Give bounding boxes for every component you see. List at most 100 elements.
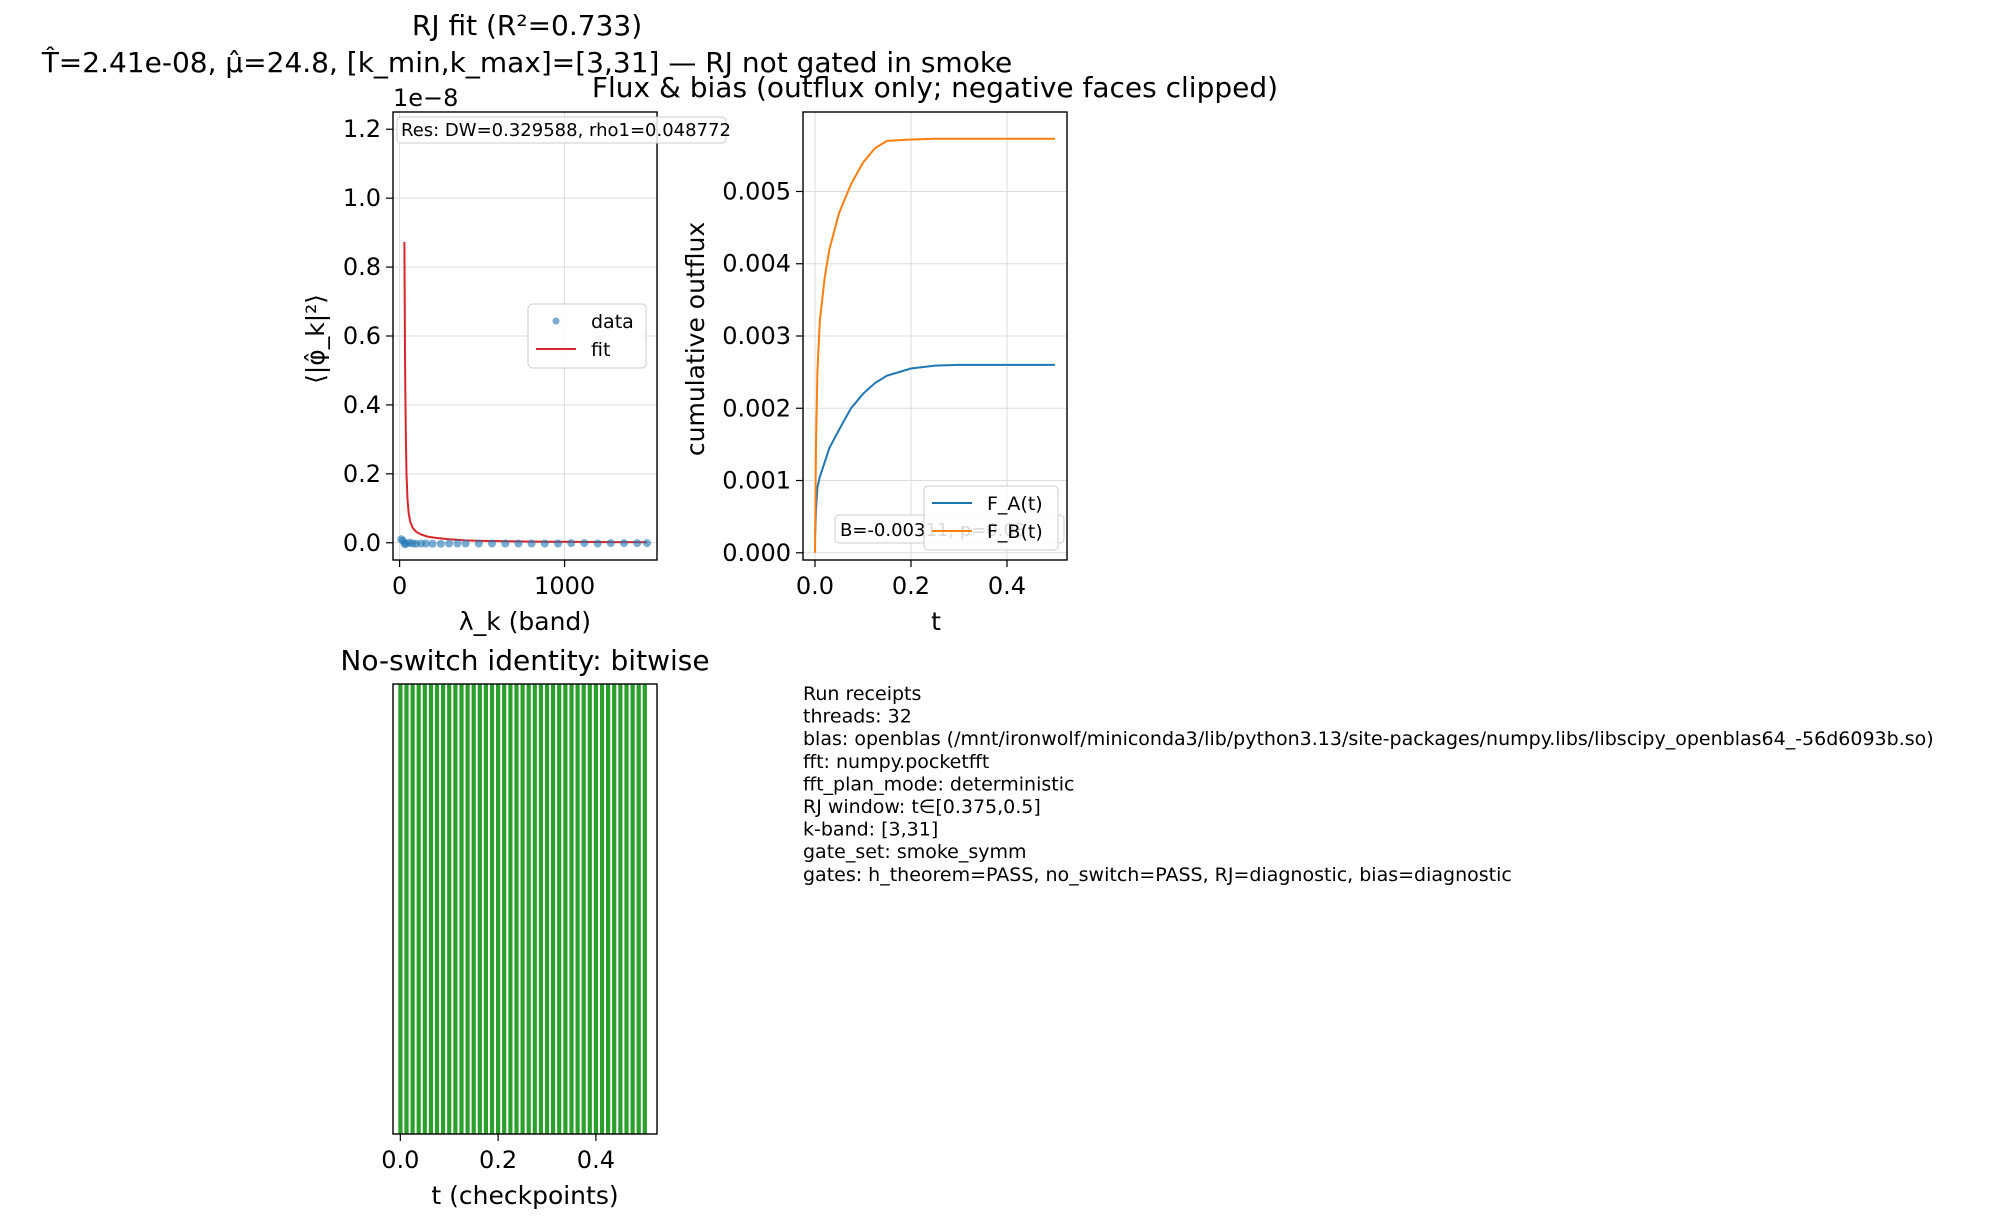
checkpoint-bar bbox=[489, 684, 495, 1134]
fa-line bbox=[814, 363, 1055, 539]
bar-series bbox=[398, 684, 647, 1134]
flux-bias-panel: Flux & bias (outflux only; negative face… bbox=[592, 71, 1278, 636]
y-tick-label: 0.005 bbox=[722, 177, 791, 205]
residual-annotation: Res: DW=0.329588, rho1=0.048772 bbox=[401, 120, 731, 141]
checkpoint-bar bbox=[428, 684, 433, 1134]
checkpoint-bar bbox=[544, 684, 550, 1134]
checkpoint-bar bbox=[538, 684, 543, 1134]
checkpoint-bar bbox=[398, 684, 403, 1134]
flux-series bbox=[814, 137, 1055, 553]
y-tick-label: 0.2 bbox=[343, 460, 381, 488]
x-tick-label: 0.0 bbox=[796, 572, 834, 600]
y-tick-label: 1.2 bbox=[343, 115, 381, 143]
plot-frame bbox=[392, 683, 658, 1135]
data-point bbox=[554, 539, 562, 548]
y-tick-label: 0.4 bbox=[343, 391, 381, 419]
annotation-box: Res: DW=0.329588, rho1=0.048772 bbox=[396, 116, 731, 144]
data-point bbox=[643, 539, 652, 548]
y-tick-label: 0.004 bbox=[722, 250, 791, 278]
y-offset-label: 1e−8 bbox=[393, 84, 458, 112]
fit-series bbox=[403, 241, 648, 544]
data-point bbox=[488, 539, 496, 548]
checkpoint-bar bbox=[422, 684, 427, 1134]
legend-marker-data bbox=[552, 317, 560, 325]
receipt-line: fft_plan_mode: deterministic bbox=[803, 773, 1074, 795]
x-tick-label: 0.2 bbox=[892, 572, 930, 600]
rj-fit-panel: RJ fit (R²=0.733) T̂=2.41e-08, μ̂=24.8, … bbox=[41, 9, 1013, 636]
checkpoint-bar bbox=[587, 684, 592, 1134]
receipt-line: gates: h_theorem=PASS, no_switch=PASS, R… bbox=[803, 864, 1512, 886]
checkpoint-bar bbox=[410, 684, 415, 1134]
data-point bbox=[514, 539, 523, 548]
data-point bbox=[428, 539, 437, 548]
receipt-line: RJ window: t∈[0.375,0.5] bbox=[803, 796, 1041, 818]
receipt-line: k-band: [3,31] bbox=[803, 819, 938, 841]
x-tick-label: 0 bbox=[392, 572, 407, 600]
checkpoint-bar bbox=[642, 684, 647, 1134]
x-tick-label: 0.0 bbox=[381, 1146, 419, 1174]
data-point bbox=[436, 539, 445, 548]
checkpoint-bar bbox=[447, 684, 452, 1134]
checkpoint-bar bbox=[483, 684, 488, 1134]
x-tick-label: 0.4 bbox=[577, 1146, 615, 1174]
data-point bbox=[567, 539, 576, 548]
data-point bbox=[461, 539, 470, 548]
flux-bias-title: Flux & bias (outflux only; negative face… bbox=[592, 71, 1278, 104]
legend: data fit bbox=[527, 303, 647, 369]
fit-line bbox=[403, 241, 648, 544]
data-point bbox=[593, 539, 602, 548]
y-tick-label: 0.001 bbox=[722, 467, 791, 495]
y-tick-label: 0.003 bbox=[722, 322, 791, 350]
checkpoint-bar bbox=[404, 684, 409, 1134]
checkpoint-bar bbox=[599, 684, 605, 1134]
legend-label-data: data bbox=[591, 311, 634, 333]
no-switch-panel: No-switch identity: bitwise 0.0 0.2 0.4 t … bbox=[340, 644, 709, 1210]
plot-frame bbox=[802, 111, 1068, 561]
checkpoint-bar bbox=[477, 684, 482, 1134]
y-tick-label: 0.8 bbox=[343, 253, 381, 281]
checkpoint-bar bbox=[551, 684, 556, 1134]
data-point bbox=[474, 539, 483, 548]
data-point bbox=[501, 539, 510, 548]
checkpoint-bar bbox=[575, 684, 580, 1134]
data-point bbox=[580, 539, 589, 548]
rj-fit-title: RJ fit (R²=0.733) bbox=[412, 9, 642, 42]
x-axis-label: λ_k (band) bbox=[459, 607, 591, 636]
checkpoint-bar bbox=[624, 684, 629, 1134]
checkpoint-bar bbox=[496, 684, 501, 1134]
x-tick-label: 1000 bbox=[534, 572, 595, 600]
checkpoint-bar bbox=[434, 684, 440, 1134]
legend: F_A(t) F_B(t) bbox=[923, 485, 1059, 551]
data-point bbox=[445, 539, 454, 548]
plot-frame bbox=[392, 111, 658, 561]
checkpoint-bar bbox=[502, 684, 507, 1134]
data-point bbox=[527, 539, 536, 548]
checkpoint-bar bbox=[532, 684, 537, 1134]
checkpoint-bar bbox=[593, 684, 598, 1134]
checkpoint-bar bbox=[526, 684, 531, 1134]
checkpoint-bar bbox=[612, 684, 617, 1134]
data-point bbox=[422, 539, 430, 548]
y-tick-label: 1.0 bbox=[343, 184, 381, 212]
x-axis-label: t (checkpoints) bbox=[431, 1181, 618, 1210]
y-axis-label: ⟨|φ̂_k|²⟩ bbox=[301, 294, 330, 384]
y-tick-label: 0.000 bbox=[722, 539, 791, 567]
x-tick-label: 0.4 bbox=[988, 572, 1026, 600]
y-axis-label: cumulative outflux bbox=[681, 222, 710, 456]
checkpoint-bar bbox=[416, 684, 421, 1134]
receipt-line: gate_set: smoke_symm bbox=[803, 841, 1027, 863]
checkpoint-bar bbox=[630, 684, 635, 1134]
checkpoint-bar bbox=[563, 684, 568, 1134]
legend-label-fb: F_B(t) bbox=[987, 521, 1043, 543]
axis-ticks: 0.0 0.2 0.4 0.000 0.001 0.002 0.003 0.004 0.005 bbox=[722, 177, 1026, 600]
data-series bbox=[397, 535, 652, 549]
data-point bbox=[606, 539, 615, 548]
checkpoint-bar bbox=[520, 684, 525, 1134]
data-point bbox=[620, 539, 628, 548]
rj-fit-subtitle: T̂=2.41e-08, μ̂=24.8, [k_min,k_max]=[3,3… bbox=[41, 46, 1013, 79]
fb-line bbox=[814, 137, 1055, 553]
checkpoint-bar bbox=[459, 684, 464, 1134]
x-tick-label: 0.2 bbox=[479, 1146, 517, 1174]
checkpoint-bar bbox=[606, 684, 611, 1134]
